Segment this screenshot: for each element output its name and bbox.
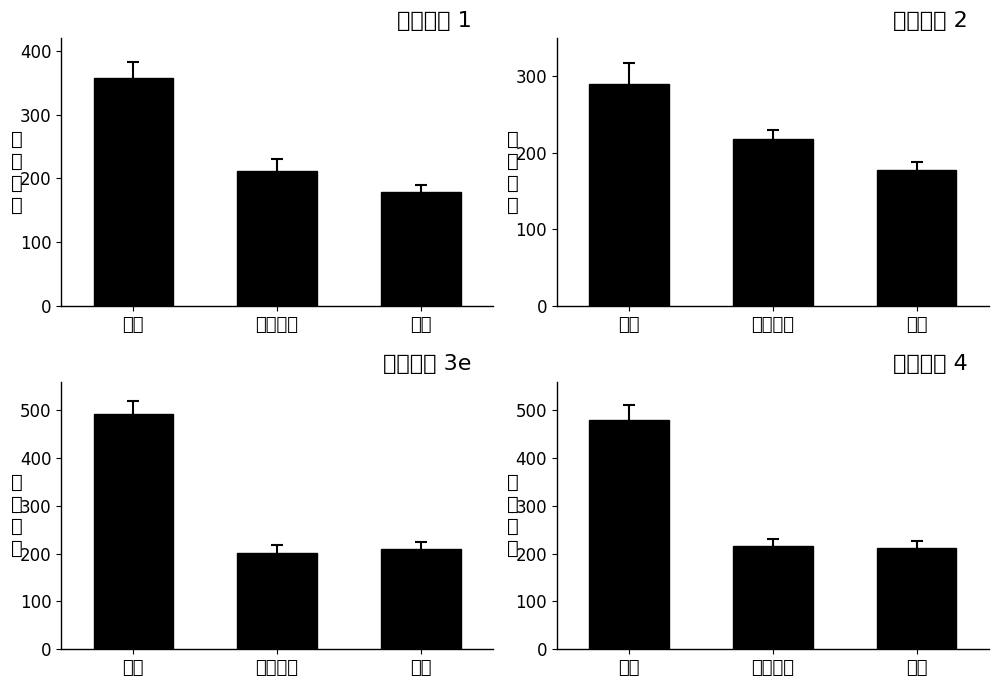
Bar [381, 193, 461, 306]
Bar [589, 420, 669, 649]
Bar [381, 549, 461, 649]
Bar [237, 552, 317, 649]
Text: 核酸适体 4: 核酸适体 4 [893, 354, 967, 374]
Bar [733, 139, 813, 306]
Bar [237, 171, 317, 306]
Text: 核酸适体 1: 核酸适体 1 [397, 11, 471, 31]
Bar [733, 546, 813, 649]
Bar [877, 170, 956, 306]
Y-axis label: 荧
光
强
度: 荧 光 强 度 [507, 129, 519, 215]
Y-axis label: 荧
光
强
度: 荧 光 强 度 [11, 129, 23, 215]
Text: 核酸适体 2: 核酸适体 2 [893, 11, 967, 31]
Bar [589, 84, 669, 306]
Bar [94, 414, 173, 649]
Bar [877, 548, 956, 649]
Text: 核酸适体 3e: 核酸适体 3e [383, 354, 471, 374]
Y-axis label: 荧
光
强
度: 荧 光 强 度 [507, 473, 519, 558]
Y-axis label: 荧
光
强
度: 荧 光 强 度 [11, 473, 23, 558]
Bar [94, 78, 173, 306]
